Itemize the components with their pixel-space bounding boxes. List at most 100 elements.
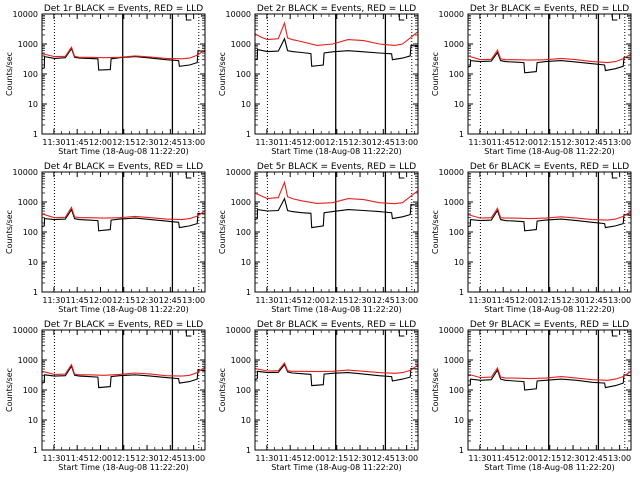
x-tick-label: 12:30 <box>562 296 585 305</box>
y-axis-label: Counts/sec <box>5 210 14 254</box>
chart-title: Det 3r BLACK = Events, RED = LLD <box>470 4 629 14</box>
y-tick-label: 100 <box>236 70 251 79</box>
x-tick-label: 12:00 <box>515 138 538 147</box>
chart-panel-6: Det 6r BLACK = Events, RED = LLD 1 10 100 10… <box>431 162 632 314</box>
x-tick-label: 13:00 <box>182 454 205 463</box>
y-tick-label: 1 <box>33 446 38 455</box>
x-tick-label: 12:00 <box>89 138 112 147</box>
x-tick-label: 12:15 <box>112 138 135 147</box>
corner-marker <box>185 14 192 21</box>
x-tick-label: 12:00 <box>302 138 325 147</box>
events-series-line <box>42 47 205 71</box>
x-tick-label: 11:45 <box>66 296 89 305</box>
y-tick-label: 10000 <box>226 168 251 177</box>
y-tick-label: 10 <box>28 258 38 267</box>
x-tick-label: 12:00 <box>302 454 325 463</box>
y-tick-label: 1 <box>246 130 251 139</box>
events-series-line <box>468 368 631 391</box>
chart-panel-3: Det 3r BLACK = Events, RED = LLD 1 10 100 10… <box>431 4 632 156</box>
plot-area <box>468 172 631 292</box>
events-series-line <box>42 208 205 232</box>
plot-frame <box>254 329 419 451</box>
x-tick-label: 13:00 <box>182 138 205 147</box>
x-tick-label: 11:30 <box>255 454 278 463</box>
lld-series-line <box>42 45 205 60</box>
y-tick-label: 10 <box>241 416 251 425</box>
x-axis-label: Start Time (18-Aug-08 11:22:20) <box>484 463 615 472</box>
x-tick-label: 12:30 <box>136 138 159 147</box>
corner-marker <box>611 14 618 21</box>
chart-title: Det 1r BLACK = Events, RED = LLD <box>44 4 203 14</box>
y-tick-label: 10 <box>454 100 464 109</box>
x-axis-label: Start Time (18-Aug-08 11:22:20) <box>58 305 189 314</box>
chart-panel-7: Det 7r BLACK = Events, RED = LLD 1 10 100 10… <box>5 320 206 472</box>
y-tick-label: 1 <box>459 288 464 297</box>
plot-area <box>255 14 418 134</box>
plot-frame <box>254 171 419 293</box>
y-tick-label: 10000 <box>439 10 464 19</box>
corner-marker <box>398 172 405 179</box>
y-tick-label: 10 <box>28 416 38 425</box>
x-tick-label: 12:45 <box>372 138 395 147</box>
x-tick-label: 13:00 <box>395 296 418 305</box>
x-tick-label: 11:45 <box>492 138 515 147</box>
y-tick-label: 1000 <box>18 356 38 365</box>
chart-title: Det 9r BLACK = Events, RED = LLD <box>470 320 629 330</box>
lld-series-line <box>468 366 631 381</box>
y-tick-label: 10 <box>454 258 464 267</box>
x-tick-label: 13:00 <box>395 454 418 463</box>
x-tick-label: 12:00 <box>302 296 325 305</box>
x-axis-label: Start Time (18-Aug-08 11:22:20) <box>58 463 189 472</box>
x-tick-label: 12:45 <box>159 454 182 463</box>
y-tick-label: 100 <box>23 386 38 395</box>
lld-series-line <box>468 48 631 64</box>
chart-panel-2: Det 2r BLACK = Events, RED = LLD 1 10 100 10… <box>218 4 419 156</box>
x-tick-label: 12:15 <box>538 138 561 147</box>
y-tick-label: 10000 <box>439 168 464 177</box>
y-tick-label: 1000 <box>231 356 251 365</box>
x-tick-label: 11:45 <box>66 138 89 147</box>
y-tick-label: 100 <box>449 70 464 79</box>
x-axis-label: Start Time (18-Aug-08 11:22:20) <box>271 147 402 156</box>
x-tick-label: 11:30 <box>468 454 491 463</box>
x-tick-label: 12:30 <box>349 138 372 147</box>
y-axis-label: Counts/sec <box>218 52 227 96</box>
y-tick-label: 10 <box>241 258 251 267</box>
x-axis-label: Start Time (18-Aug-08 11:22:20) <box>58 147 189 156</box>
chart-panel-1: Det 1r BLACK = Events, RED = LLD 1 10 100 10… <box>5 4 206 156</box>
y-tick-label: 1000 <box>444 198 464 207</box>
y-tick-label: 100 <box>236 228 251 237</box>
events-series-line <box>255 197 418 229</box>
x-tick-label: 12:30 <box>136 296 159 305</box>
x-tick-label: 12:45 <box>372 296 395 305</box>
plot-frame <box>467 13 632 135</box>
x-tick-label: 11:30 <box>42 296 65 305</box>
y-tick-label: 1 <box>246 446 251 455</box>
x-tick-label: 11:45 <box>279 296 302 305</box>
lld-series-line <box>42 206 205 221</box>
plot-area <box>255 330 418 450</box>
plot-area <box>42 330 205 450</box>
chart-panel-8: Det 8r BLACK = Events, RED = LLD 1 10 100 10… <box>218 320 419 472</box>
x-tick-label: 12:45 <box>585 454 608 463</box>
events-series-line <box>255 37 418 67</box>
x-tick-label: 12:45 <box>159 296 182 305</box>
plot-area <box>255 172 418 292</box>
y-tick-label: 1000 <box>18 198 38 207</box>
x-tick-label: 12:45 <box>585 296 608 305</box>
chart-title: Det 6r BLACK = Events, RED = LLD <box>470 162 629 172</box>
x-tick-label: 11:30 <box>42 138 65 147</box>
y-tick-label: 10 <box>28 100 38 109</box>
x-tick-label: 12:30 <box>136 454 159 463</box>
y-tick-label: 1000 <box>18 40 38 49</box>
chart-title: Det 2r BLACK = Events, RED = LLD <box>257 4 416 14</box>
plot-frame <box>254 13 419 135</box>
events-series-line <box>42 364 205 389</box>
x-tick-label: 11:30 <box>255 138 278 147</box>
x-tick-label: 13:00 <box>395 138 418 147</box>
x-tick-label: 12:30 <box>349 296 372 305</box>
y-axis-label: Counts/sec <box>431 52 440 96</box>
plot-frame <box>467 329 632 451</box>
x-tick-label: 11:45 <box>279 138 302 147</box>
